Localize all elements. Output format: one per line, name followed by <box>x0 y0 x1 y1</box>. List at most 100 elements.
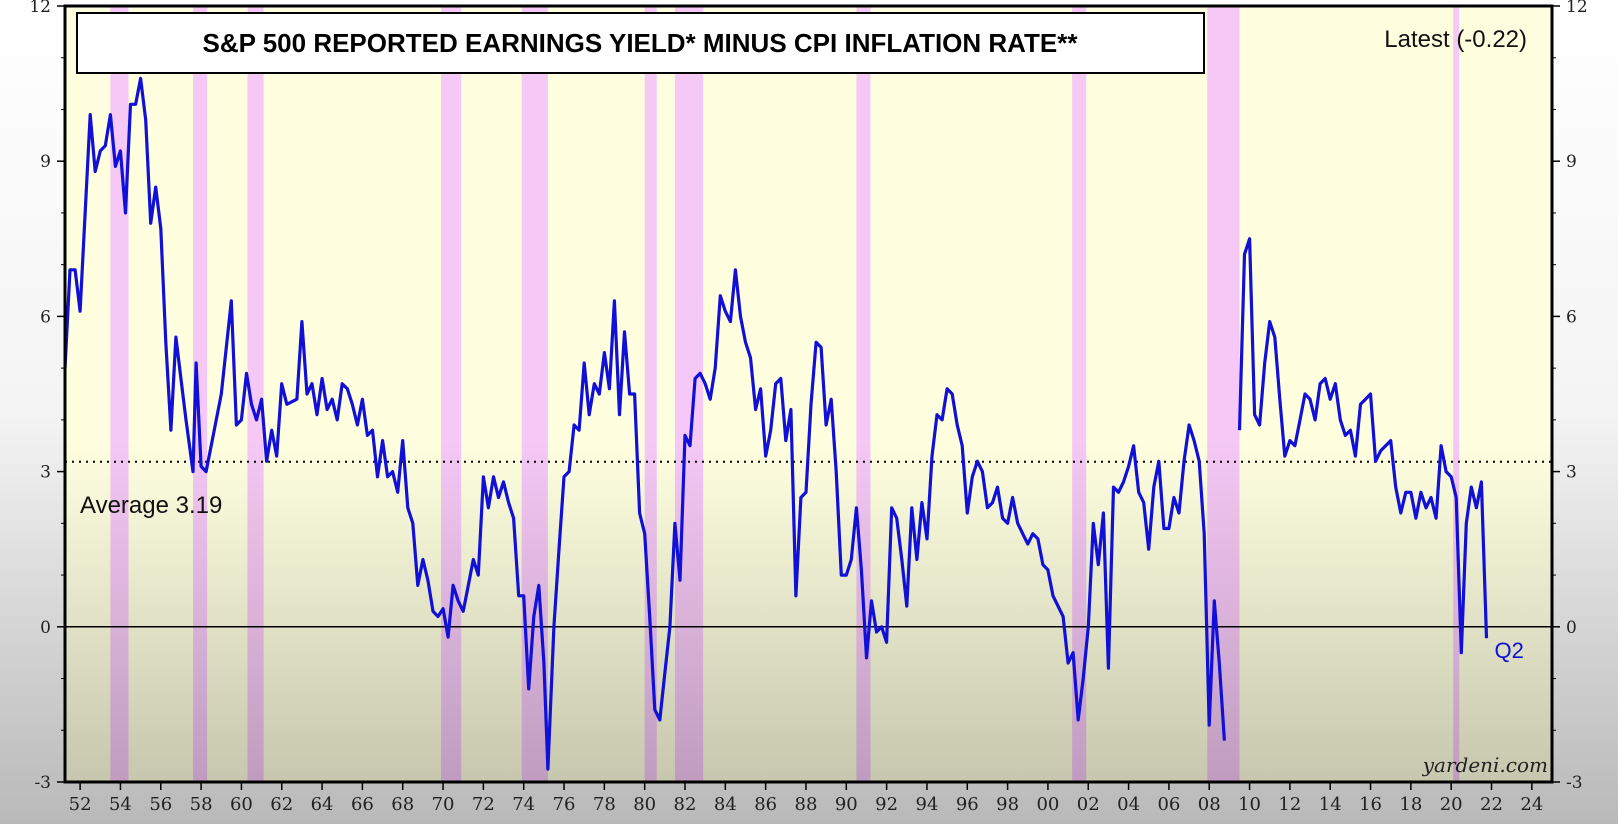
data-point-241 <box>1304 393 1306 395</box>
data-point-164 <box>911 507 913 509</box>
data-point-179 <box>986 507 988 509</box>
data-point-63 <box>402 439 404 441</box>
series-line-group <box>63 76 1489 771</box>
data-point-2 <box>74 269 76 271</box>
data-point-108 <box>628 393 630 395</box>
data-point-231 <box>1253 414 1255 416</box>
x-tick-label-4: 60 <box>230 794 253 815</box>
data-point-245 <box>1324 377 1326 379</box>
data-point-7 <box>104 145 106 147</box>
data-point-211 <box>1148 548 1150 550</box>
data-point-273 <box>1465 522 1467 524</box>
data-point-76 <box>467 584 469 586</box>
data-point-274 <box>1470 486 1472 488</box>
data-point-78 <box>477 574 479 576</box>
data-point-144 <box>810 403 812 405</box>
data-point-67 <box>422 558 424 560</box>
data-point-244 <box>1319 383 1321 385</box>
x-tick-label-32: 16 <box>1359 794 1382 815</box>
data-point-109 <box>633 393 635 395</box>
data-point-165 <box>916 558 918 560</box>
data-point-34 <box>250 403 252 405</box>
data-point-262 <box>1410 491 1412 493</box>
data-point-203 <box>1107 667 1109 669</box>
data-point-214 <box>1163 527 1165 529</box>
data-point-54 <box>356 424 358 426</box>
data-point-229 <box>1243 253 1245 255</box>
data-point-143 <box>805 491 807 493</box>
y-tick-label-left-3: 6 <box>40 307 51 327</box>
data-point-55 <box>361 398 363 400</box>
data-point-83 <box>502 481 504 483</box>
data-point-16 <box>150 222 152 224</box>
data-point-256 <box>1379 450 1381 452</box>
data-point-215 <box>1168 527 1170 529</box>
data-point-3 <box>79 310 81 312</box>
data-point-59 <box>381 439 383 441</box>
x-tick-label-15: 82 <box>674 794 697 815</box>
y-tick-label-left-2: 3 <box>40 463 51 483</box>
data-point-224 <box>1213 600 1215 602</box>
data-point-103 <box>603 351 605 353</box>
data-point-160 <box>891 507 893 509</box>
data-point-39 <box>276 455 278 457</box>
data-point-202 <box>1102 512 1104 514</box>
data-point-118 <box>679 579 681 581</box>
x-tick-label-22: 96 <box>956 794 979 815</box>
data-point-22 <box>180 377 182 379</box>
data-point-225 <box>1218 662 1220 664</box>
data-point-85 <box>512 517 514 519</box>
data-point-130 <box>739 315 741 317</box>
data-point-246 <box>1329 398 1331 400</box>
data-point-184 <box>1011 496 1013 498</box>
data-point-195 <box>1067 662 1069 664</box>
data-point-28 <box>210 445 212 447</box>
data-point-152 <box>850 558 852 560</box>
data-point-64 <box>407 507 409 509</box>
x-tick-label-29: 10 <box>1238 794 1261 815</box>
data-point-94 <box>558 548 560 550</box>
data-point-77 <box>472 558 474 560</box>
x-tick-label-9: 70 <box>432 794 455 815</box>
data-point-29 <box>220 393 222 395</box>
data-point-61 <box>391 470 393 472</box>
data-point-12 <box>129 103 131 105</box>
data-point-104 <box>608 388 610 390</box>
data-point-38 <box>271 429 273 431</box>
data-point-187 <box>1027 543 1029 545</box>
recession-band-10 <box>1453 6 1460 782</box>
data-point-86 <box>518 595 520 597</box>
data-point-192 <box>1052 595 1054 597</box>
y-tick-label-right-4: 9 <box>1566 152 1577 172</box>
data-point-37 <box>265 460 267 462</box>
data-point-101 <box>593 383 595 385</box>
data-point-177 <box>976 460 978 462</box>
data-point-172 <box>951 393 953 395</box>
x-tick-label-14: 80 <box>633 794 656 815</box>
data-point-72 <box>447 636 449 638</box>
data-point-122 <box>699 372 701 374</box>
data-point-123 <box>704 383 706 385</box>
data-point-182 <box>1001 517 1003 519</box>
data-point-189 <box>1037 538 1039 540</box>
data-point-222 <box>1203 533 1205 535</box>
data-point-154 <box>860 569 862 571</box>
data-point-248 <box>1339 419 1341 421</box>
data-point-197 <box>1077 719 1079 721</box>
data-point-82 <box>497 496 499 498</box>
data-point-100 <box>588 414 590 416</box>
x-tick-label-33: 18 <box>1399 794 1422 815</box>
data-point-205 <box>1117 491 1119 493</box>
x-tick-label-18: 88 <box>795 794 818 815</box>
x-tick-label-17: 86 <box>754 794 777 815</box>
series-line-segment-0 <box>63 76 1226 771</box>
data-point-45 <box>311 383 313 385</box>
data-point-115 <box>664 672 666 674</box>
data-point-15 <box>145 119 147 121</box>
x-tick-label-6: 64 <box>311 794 334 815</box>
data-point-230 <box>1248 238 1250 240</box>
data-point-11 <box>124 212 126 214</box>
